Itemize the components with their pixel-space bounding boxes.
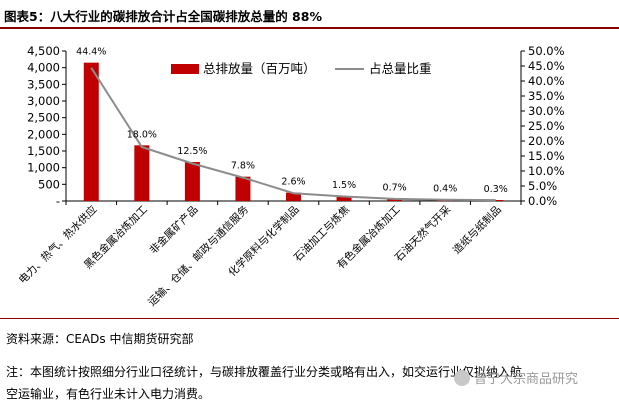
- right-axis-tick-label: 35.0%: [528, 89, 565, 103]
- right-axis-tick-label: 50.0%: [528, 44, 565, 58]
- data-label-share: 0.3%: [484, 184, 508, 195]
- note-line-1: 注：本图统计按照细分行业口径统计，与碳排放覆盖行业分类或略有出入，如交运行业仅拟…: [6, 365, 523, 379]
- line-share: [90, 67, 496, 202]
- left-axis-tick-label: -: [56, 194, 60, 208]
- right-axis-tick-label: 40.0%: [528, 74, 565, 88]
- left-axis-tick-label: 3,500: [27, 77, 60, 91]
- watermark: 普宁大宗商品研究: [454, 368, 578, 387]
- left-axis-tick-label: 3,000: [27, 94, 60, 108]
- left-axis-tick-label: 2,500: [27, 111, 60, 125]
- footer-divider: [0, 318, 619, 319]
- data-label-share: 7.8%: [231, 161, 255, 172]
- right-axis-tick-label: 5.0%: [528, 179, 557, 193]
- watermark-text: 普宁大宗商品研究: [474, 372, 579, 387]
- bar-emissions: [134, 145, 150, 201]
- note-line-2: 空运输业，有色行业未计入电力消费。: [6, 387, 211, 401]
- title-divider: [0, 27, 619, 29]
- data-label-share: 0.4%: [433, 184, 457, 195]
- bar-emissions: [488, 200, 504, 201]
- right-axis-tick-label: 20.0%: [528, 134, 565, 148]
- left-axis-tick-label: 1,500: [27, 144, 60, 158]
- legend-line-label: 占总量比重: [369, 61, 432, 76]
- source-text: 资料来源：CEADs 中信期货研究部: [6, 332, 194, 346]
- legend-bar-label: 总排放量（百万吨）: [203, 61, 316, 76]
- bar-emissions: [336, 196, 352, 201]
- left-axis-tick-label: 4,000: [27, 61, 60, 75]
- data-label-share: 0.7%: [383, 183, 407, 194]
- bar-emissions: [235, 176, 251, 201]
- right-axis-tick-label: 0.0%: [528, 194, 557, 208]
- x-axis-category-label: 造纸与纸制品: [450, 203, 504, 257]
- data-label-share: 12.5%: [177, 146, 207, 157]
- x-axis-category-label: 电力、热气、热水供应: [16, 203, 100, 287]
- left-axis-tick-label: 2,000: [27, 127, 60, 141]
- note-text: 注：本图统计按照细分行业口径统计，与碳排放覆盖行业分类或略有出入，如交运行业仅拟…: [6, 361, 606, 405]
- left-axis-tick-label: 500: [38, 177, 60, 191]
- right-axis-tick-label: 45.0%: [528, 59, 565, 73]
- legend-bar-swatch: [171, 64, 199, 74]
- emissions-chart: - 500 1,000 1,500 2,000 2,500 3,000 3,500 4,000 4…: [16, 44, 565, 309]
- bar-emissions: [83, 62, 99, 201]
- data-label-share: 44.4%: [76, 47, 106, 58]
- data-label-share: 1.5%: [332, 180, 356, 191]
- right-axis-tick-label: 15.0%: [528, 149, 565, 163]
- right-axis-tick-label: 25.0%: [528, 119, 565, 133]
- x-axis-category-label: 运输、仓储、邮政与通信服务: [145, 203, 251, 309]
- bar-emissions: [184, 162, 200, 201]
- wechat-icon: [454, 369, 470, 386]
- right-axis-tick-label: 30.0%: [528, 104, 565, 118]
- x-axis-category-label: 非金属矿产品: [147, 203, 201, 257]
- chart-title: 图表5：八大行业的碳排放合计占全国碳排放总量的 88%: [4, 9, 322, 24]
- data-label-share: 18.0%: [127, 129, 157, 140]
- left-axis-tick-label: 1,000: [27, 161, 60, 175]
- bar-emissions: [286, 192, 301, 201]
- data-label-share: 2.6%: [281, 177, 305, 188]
- right-axis-tick-label: 10.0%: [528, 164, 565, 178]
- left-axis-tick-label: 4,500: [27, 44, 60, 58]
